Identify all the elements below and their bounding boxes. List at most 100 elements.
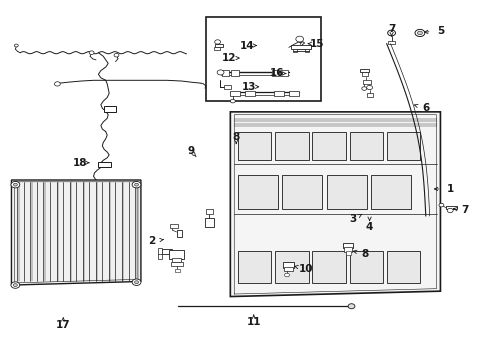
Bar bbox=[446, 206, 457, 210]
Text: 13: 13 bbox=[242, 82, 256, 92]
Bar bbox=[97, 186, 107, 193]
Circle shape bbox=[296, 36, 304, 42]
Circle shape bbox=[417, 31, 422, 35]
Bar bbox=[98, 162, 111, 167]
Circle shape bbox=[217, 70, 224, 75]
Bar bbox=[238, 132, 271, 160]
Text: 5: 5 bbox=[437, 26, 444, 36]
Text: 11: 11 bbox=[246, 317, 261, 327]
Bar bbox=[345, 251, 350, 255]
Bar bbox=[367, 93, 373, 97]
Bar bbox=[274, 91, 284, 96]
Circle shape bbox=[439, 203, 444, 207]
Text: 16: 16 bbox=[270, 68, 284, 78]
Text: 9: 9 bbox=[188, 146, 195, 156]
Text: 2: 2 bbox=[148, 236, 156, 246]
Circle shape bbox=[285, 273, 290, 277]
Polygon shape bbox=[230, 112, 441, 297]
Bar bbox=[313, 132, 345, 160]
Text: 8: 8 bbox=[233, 132, 240, 142]
Text: 7: 7 bbox=[388, 24, 395, 35]
Bar bbox=[205, 218, 214, 226]
Text: 1: 1 bbox=[446, 184, 454, 194]
Bar bbox=[275, 251, 309, 283]
Circle shape bbox=[54, 82, 60, 86]
Polygon shape bbox=[11, 180, 141, 285]
Bar bbox=[272, 69, 279, 76]
Bar bbox=[176, 230, 182, 237]
Text: 6: 6 bbox=[422, 103, 429, 113]
Circle shape bbox=[388, 30, 395, 36]
Bar bbox=[387, 132, 420, 160]
Bar bbox=[172, 258, 181, 262]
Circle shape bbox=[14, 44, 18, 47]
Circle shape bbox=[362, 87, 367, 90]
Bar bbox=[275, 132, 309, 160]
Bar bbox=[214, 46, 220, 50]
Bar bbox=[280, 69, 288, 76]
Text: 15: 15 bbox=[310, 39, 324, 49]
Circle shape bbox=[447, 208, 453, 213]
Bar bbox=[231, 69, 239, 76]
Circle shape bbox=[13, 284, 17, 287]
Bar bbox=[284, 267, 293, 271]
Circle shape bbox=[132, 279, 141, 285]
Circle shape bbox=[135, 281, 139, 284]
Text: 17: 17 bbox=[56, 320, 71, 330]
Text: 10: 10 bbox=[299, 264, 313, 274]
Circle shape bbox=[11, 181, 20, 188]
Bar bbox=[230, 91, 240, 96]
Circle shape bbox=[348, 304, 355, 309]
Bar bbox=[282, 175, 322, 210]
Circle shape bbox=[11, 282, 20, 288]
Text: 18: 18 bbox=[73, 158, 87, 168]
Bar bbox=[344, 247, 352, 252]
Bar bbox=[238, 175, 278, 210]
Bar bbox=[206, 209, 213, 215]
Circle shape bbox=[114, 53, 119, 57]
Bar bbox=[360, 69, 368, 72]
Bar bbox=[221, 69, 229, 76]
Bar bbox=[349, 251, 383, 283]
Bar bbox=[171, 262, 183, 266]
Bar bbox=[158, 248, 162, 259]
Text: 12: 12 bbox=[222, 53, 237, 63]
Bar bbox=[387, 251, 420, 283]
Bar bbox=[363, 80, 370, 84]
Bar bbox=[343, 243, 353, 248]
Bar bbox=[169, 250, 184, 259]
Bar bbox=[388, 41, 395, 44]
Circle shape bbox=[135, 183, 139, 186]
Bar bbox=[313, 251, 345, 283]
Circle shape bbox=[367, 85, 372, 90]
Circle shape bbox=[230, 99, 235, 103]
Bar bbox=[215, 44, 222, 47]
Circle shape bbox=[89, 51, 94, 54]
Text: 8: 8 bbox=[361, 248, 368, 258]
Bar bbox=[293, 49, 297, 52]
Bar bbox=[170, 224, 177, 228]
Circle shape bbox=[415, 30, 425, 37]
Circle shape bbox=[132, 181, 141, 188]
Circle shape bbox=[13, 183, 17, 186]
Bar bbox=[371, 175, 411, 210]
Text: 4: 4 bbox=[366, 222, 373, 231]
Bar bbox=[349, 132, 383, 160]
Bar bbox=[327, 175, 367, 210]
Bar bbox=[362, 72, 368, 76]
Text: 14: 14 bbox=[240, 41, 255, 50]
Bar bbox=[206, 17, 321, 101]
Bar bbox=[292, 45, 311, 49]
Bar bbox=[224, 85, 231, 89]
Bar bbox=[245, 91, 255, 96]
Bar bbox=[174, 269, 179, 272]
Bar bbox=[283, 262, 294, 268]
Text: 3: 3 bbox=[349, 215, 356, 224]
Text: 7: 7 bbox=[461, 206, 468, 216]
Bar bbox=[305, 49, 309, 52]
Bar bbox=[162, 249, 172, 253]
Bar bbox=[238, 251, 271, 283]
Circle shape bbox=[215, 40, 220, 44]
Bar bbox=[104, 106, 117, 112]
Bar bbox=[289, 91, 299, 96]
